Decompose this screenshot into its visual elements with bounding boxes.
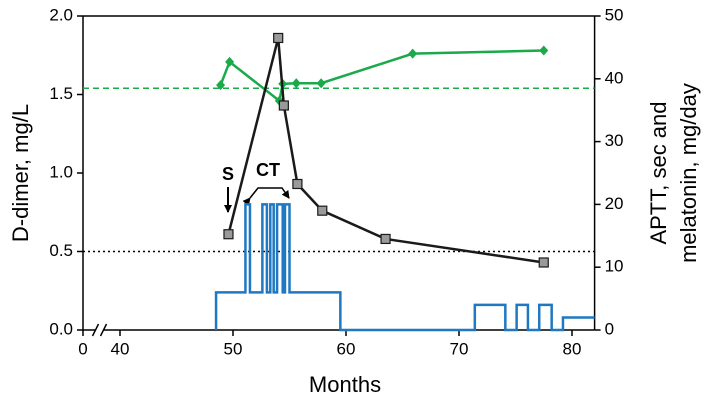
y-axis-label: D-dimer, mg/L <box>8 104 33 242</box>
x-tick-label: 80 <box>563 339 582 358</box>
data-point <box>292 178 303 190</box>
data-point <box>408 48 418 59</box>
data-point <box>223 229 234 240</box>
y2-tick-label: 30 <box>605 131 624 150</box>
x-tick-label: 40 <box>111 339 130 358</box>
series-line <box>227 37 544 264</box>
x-tick-label: 50 <box>224 339 243 358</box>
axis-break <box>91 323 100 337</box>
annotation-arrow <box>242 187 290 206</box>
data-point <box>538 257 549 268</box>
data-point <box>539 45 549 56</box>
series-line <box>214 203 595 332</box>
data-point <box>291 78 301 89</box>
y2-axis-label: melatonin, mg/day <box>676 83 701 263</box>
data-point <box>317 205 328 216</box>
x-axis-label: Months <box>309 372 381 397</box>
y-tick-label: 1.5 <box>49 84 73 103</box>
series-line <box>219 49 544 104</box>
annotation: S <box>222 164 234 184</box>
x-tick-label: 70 <box>450 339 469 358</box>
y2-tick-label: 50 <box>605 5 624 24</box>
y2-axis-label: APTT, sec and <box>646 101 671 244</box>
data-point <box>225 56 235 67</box>
annotation: CT <box>256 160 280 180</box>
x-tick-label: 0 <box>78 339 87 358</box>
axis-break <box>99 323 108 337</box>
data-point <box>316 78 326 89</box>
data-point <box>273 32 284 44</box>
y-tick-label: 0.5 <box>49 241 73 260</box>
y-tick-label: 2.0 <box>49 5 73 24</box>
data-point <box>380 233 391 245</box>
y-tick-label: 1.0 <box>49 162 73 181</box>
data-point <box>216 80 226 91</box>
x-tick-label: 60 <box>337 339 356 358</box>
y2-tick-label: 10 <box>605 257 624 276</box>
y2-tick-label: 20 <box>605 194 624 213</box>
y-tick-label: 0.0 <box>49 319 73 338</box>
data-point <box>278 100 289 111</box>
y2-tick-label: 40 <box>605 68 624 87</box>
y2-tick-label: 0 <box>605 319 614 338</box>
